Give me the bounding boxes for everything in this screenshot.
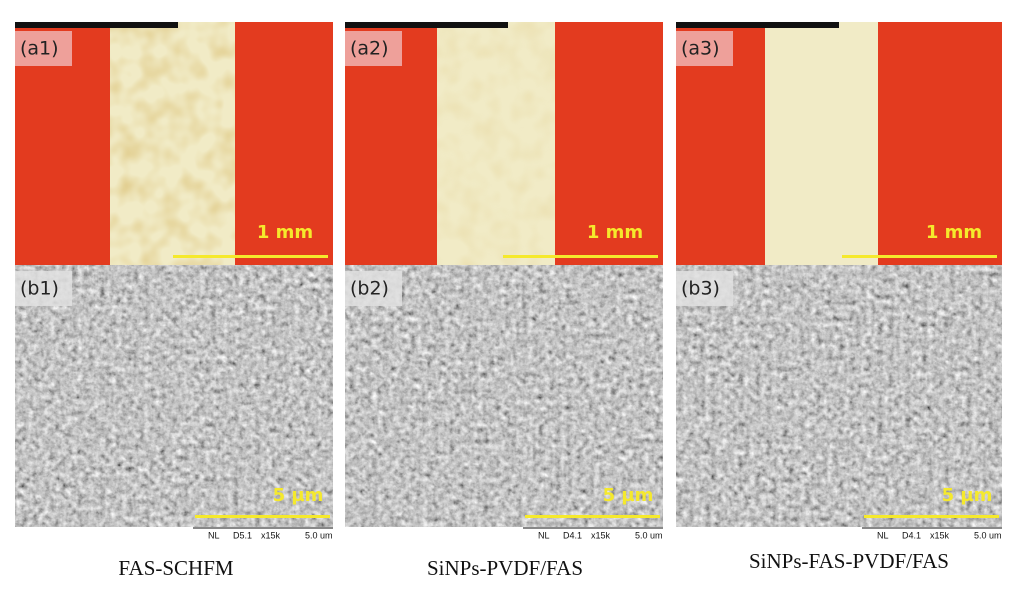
scale-label: 5 µm <box>603 485 654 506</box>
sem-info: x15k <box>591 530 611 540</box>
sem-info: 5.0 um <box>305 530 333 540</box>
scale-label: 5 µm <box>273 485 324 506</box>
label-box <box>345 31 402 66</box>
sem-info: D4.1 <box>902 530 921 540</box>
sem-info: x15k <box>930 530 950 540</box>
panel: (a3) 1 mm (b3) 5 µm NL D4.1 x15k 5.0 um SiNPs-FA… <box>676 22 1002 573</box>
label-box <box>15 271 72 306</box>
sem-info: 5.0 um <box>635 530 663 540</box>
label-box <box>676 271 733 306</box>
info-strip <box>676 22 839 28</box>
databar <box>15 527 333 541</box>
panel: (a1) 1 mm (b1) 5 µm NL D5.1 x15k 5.0 um FAS-SCHF… <box>15 22 333 580</box>
sem-info: D5.1 <box>233 530 252 540</box>
scale-bar <box>195 515 330 518</box>
scale-bar <box>525 515 660 518</box>
sem-info: x15k <box>261 530 281 540</box>
scale-bar <box>503 255 658 258</box>
fiber <box>765 22 878 265</box>
panel-label: (a2) <box>350 38 389 60</box>
caption: SiNPs-PVDF/FAS <box>427 556 583 580</box>
scale-label: 5 µm <box>942 485 993 506</box>
databar <box>345 527 663 541</box>
scale-label: 1 mm <box>587 222 643 243</box>
sem-info: D4.1 <box>563 530 582 540</box>
info-strip <box>15 22 178 28</box>
scale-bar <box>842 255 997 258</box>
sem-info: NL <box>877 530 889 540</box>
fiber-stain <box>110 22 235 265</box>
panel-label: (a1) <box>20 38 59 60</box>
info-strip <box>345 22 508 28</box>
sem-info: NL <box>208 530 220 540</box>
panel-label: (b1) <box>20 278 59 300</box>
label-box <box>15 31 72 66</box>
scale-bar <box>864 515 999 518</box>
sem-texture <box>676 265 1002 527</box>
caption: FAS-SCHFM <box>118 556 233 580</box>
scale-bar <box>173 255 328 258</box>
panel-label: (b2) <box>350 278 389 300</box>
panel: (a2) 1 mm (b2) 5 µm NL D4.1 x15k 5.0 um SiNPs-PV… <box>345 22 663 580</box>
panel-label: (a3) <box>681 38 720 60</box>
label-box <box>676 31 733 66</box>
scale-label: 1 mm <box>926 222 982 243</box>
sem-info: 5.0 um <box>974 530 1002 540</box>
caption: SiNPs-FAS-PVDF/FAS <box>749 549 949 573</box>
scale-label: 1 mm <box>257 222 313 243</box>
label-box <box>345 271 402 306</box>
databar <box>676 527 1002 541</box>
panel-label: (b3) <box>681 278 720 300</box>
fiber-stain <box>437 22 555 265</box>
sem-info: NL <box>538 530 550 540</box>
sem-texture <box>15 265 333 527</box>
sem-texture <box>345 265 663 527</box>
